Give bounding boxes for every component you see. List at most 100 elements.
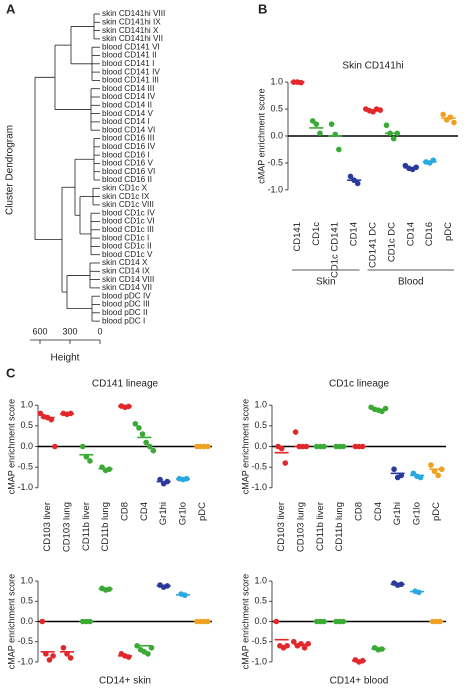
leaf-label: blood CD141 IV (102, 67, 160, 76)
y-tick-label: 1.0 (254, 575, 267, 585)
point (305, 640, 312, 647)
point (451, 119, 457, 126)
point (37, 410, 44, 417)
point (379, 646, 385, 652)
category-label: CD141 DC (368, 222, 379, 268)
leaf-label: blood CD16 II (102, 175, 152, 184)
point (317, 130, 323, 137)
point (394, 130, 401, 137)
y-axis-label: cMAP enrichment score (240, 574, 250, 669)
point (204, 443, 211, 450)
point (132, 420, 139, 427)
point (67, 655, 74, 661)
y-tick-label: -0.5 (251, 636, 267, 646)
y-tick-label: -0.5 (17, 462, 33, 472)
y-tick-label: 0.5 (20, 420, 33, 430)
x-tick-label: 300 (62, 326, 77, 336)
category-label: CD103 liver (42, 502, 53, 552)
leaf-label: skin CD1c X (102, 183, 148, 192)
point (390, 135, 397, 142)
point (387, 130, 393, 137)
x-axis-label: Height (51, 353, 80, 364)
point (332, 131, 339, 138)
leaf-label: skin CD14 IX (102, 266, 150, 275)
point (377, 107, 384, 113)
point (417, 474, 424, 481)
y-tick-label: -1.0 (251, 482, 267, 492)
point (183, 475, 190, 482)
category-label: Gr1hi (392, 502, 403, 525)
point (157, 476, 163, 483)
category-label: Gr1lo (412, 502, 423, 525)
category-label: pDC (197, 502, 208, 521)
point (398, 472, 405, 479)
point (284, 642, 290, 649)
point (150, 447, 157, 454)
point (164, 478, 171, 485)
point (298, 640, 304, 647)
y-tick-label: -0.5 (17, 636, 33, 646)
point (87, 618, 93, 625)
group-label: Blood (398, 277, 424, 288)
point (134, 642, 140, 649)
point (309, 118, 316, 124)
y-tick-label: -0.5 (251, 462, 267, 472)
y-tick-label: 0.5 (254, 596, 267, 606)
y-tick-label: 0.5 (20, 596, 33, 606)
point (146, 443, 153, 450)
y-tick-label: 1.0 (270, 76, 283, 86)
category-label: CD8 (120, 502, 131, 521)
point (46, 657, 53, 663)
category-label: CD4 (373, 502, 384, 521)
category-label: pDC (443, 222, 454, 241)
group-label: Skin (316, 277, 335, 288)
y-tick-label: 0.0 (270, 130, 283, 140)
point (278, 445, 285, 452)
x-tick-label: 0 (97, 326, 102, 336)
point (99, 464, 105, 470)
leaf-label: blood CD141 II (102, 51, 157, 60)
y-axis-label: cMAP enrichment score (256, 88, 266, 183)
point (48, 416, 55, 423)
category-label: CD11b lung (100, 502, 111, 551)
leaf-label: blood CD1c IV (102, 208, 155, 217)
point (398, 581, 405, 588)
point (145, 651, 151, 657)
y-tick-label: -1.0 (251, 656, 267, 666)
leaf-label: skin CD141hi VII (102, 34, 163, 43)
x-tick-label: 600 (32, 326, 47, 336)
point (382, 405, 389, 412)
leaf-label: blood CD14 IV (102, 92, 156, 101)
chart-title: CD141 lineage (92, 379, 159, 390)
point (359, 657, 366, 664)
leaf-label: skin CD1c IX (102, 192, 150, 201)
leaf-label: blood CD16 V (102, 159, 154, 168)
y-tick-label: 1.0 (20, 575, 33, 585)
point (383, 122, 390, 129)
point (391, 466, 397, 473)
point (139, 431, 146, 437)
leaf-label: blood CD14 I (102, 117, 150, 126)
point (67, 410, 74, 417)
leaf-label: skin CD141hi VIII (102, 9, 165, 18)
point (336, 146, 342, 153)
chart-title: CD1c lineage (329, 379, 389, 390)
leaf-label: skin CD14 VIII (102, 275, 154, 284)
point (52, 443, 58, 450)
chart-title: CD14+ skin (99, 676, 151, 687)
leaf-label: blood pDC III (102, 300, 150, 309)
point (43, 651, 49, 657)
point (440, 111, 446, 118)
category-label: CD11b lung (334, 502, 345, 551)
point (143, 439, 149, 446)
category-label: CD4 (139, 502, 150, 521)
point (428, 462, 434, 468)
point (64, 651, 70, 657)
leaf-label: blood CD1c III (102, 225, 154, 234)
point (83, 454, 90, 460)
leaf-label: blood CD141 I (102, 59, 154, 68)
leaf-label: blood pDC II (102, 308, 148, 317)
leaf-label: blood pDC I (102, 316, 145, 325)
point (136, 425, 142, 431)
